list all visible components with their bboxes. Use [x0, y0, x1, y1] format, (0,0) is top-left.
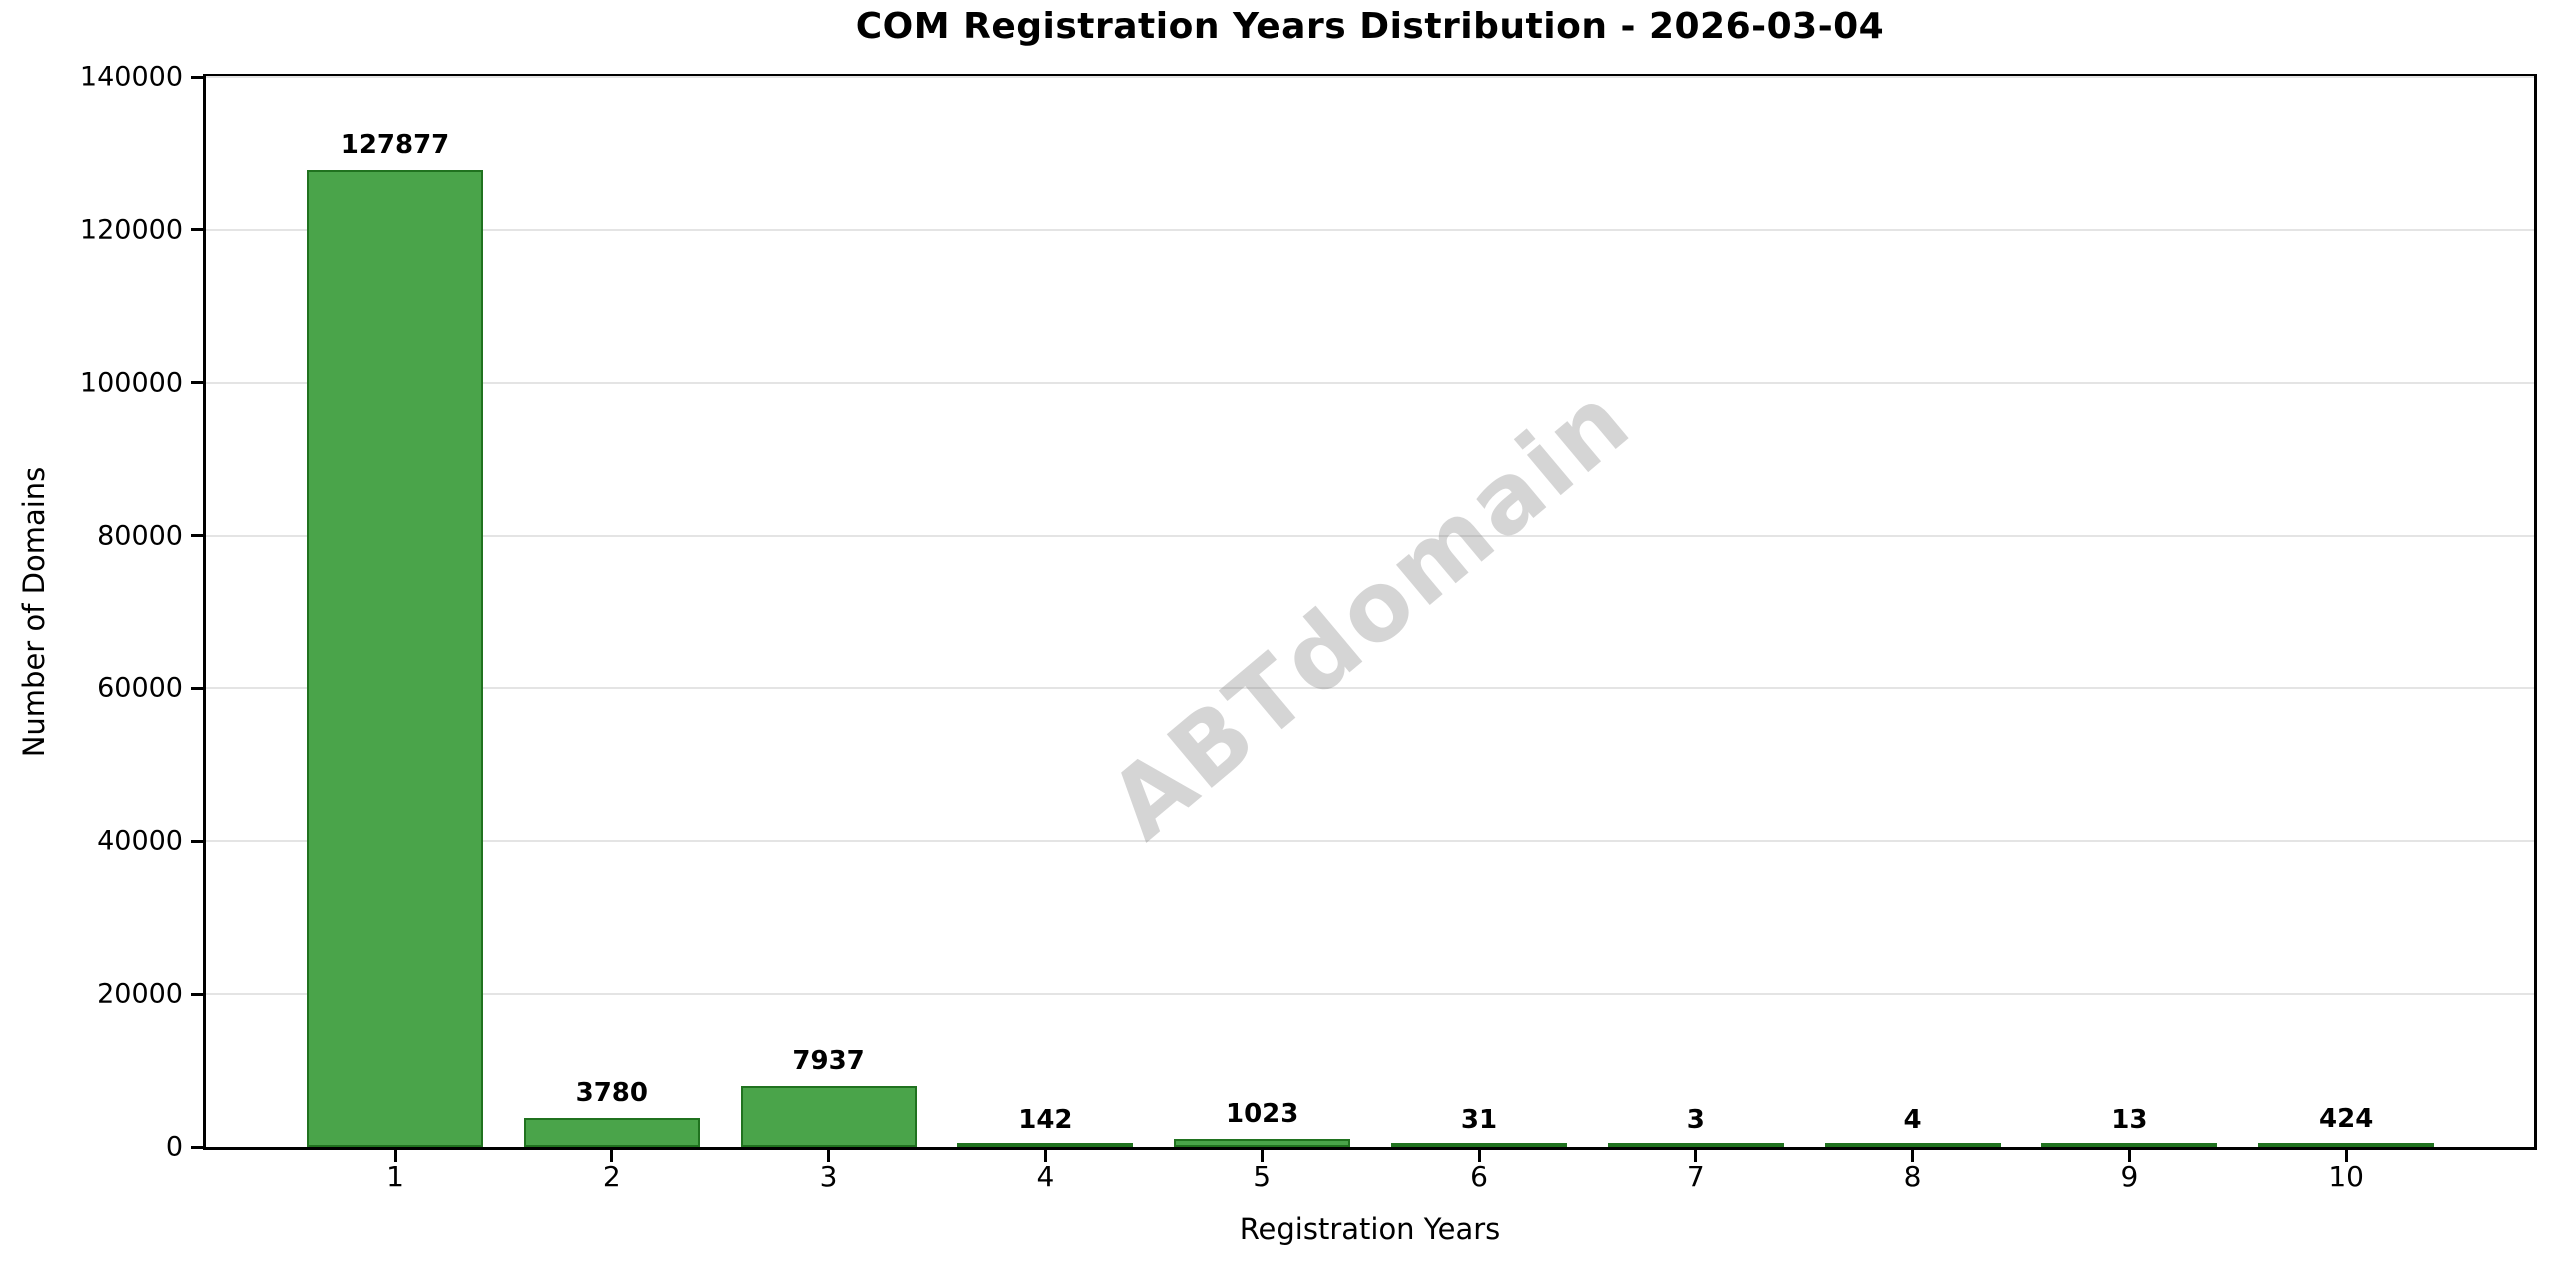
bar-value-label-year-8: 4 [1903, 1105, 1922, 1135]
bar-value-label-year-2: 3780 [575, 1078, 648, 1108]
y-tick-mark-140000 [191, 75, 203, 79]
gridline-60000 [206, 687, 2534, 690]
bar-value-label-year-10: 424 [2319, 1104, 2374, 1134]
x-tick-mark-10 [2344, 1150, 2348, 1162]
bar-value-label-year-5: 1023 [1226, 1099, 1299, 1129]
y-tick-mark-0 [191, 1145, 203, 1149]
y-tick-label-80000: 80000 [97, 520, 183, 552]
x-tick-label-1: 1 [386, 1160, 404, 1193]
x-tick-label-3: 3 [819, 1160, 838, 1193]
watermark-text: ABTdomain [1088, 363, 1652, 861]
x-tick-label-4: 4 [1036, 1160, 1055, 1193]
x-tick-mark-1 [393, 1150, 397, 1162]
bar-year-9 [2041, 1143, 2217, 1147]
bar-value-label-year-1: 127877 [340, 130, 450, 160]
x-tick-mark-9 [2127, 1150, 2131, 1162]
x-tick-label-6: 6 [1470, 1160, 1488, 1193]
gridline-80000 [206, 534, 2534, 537]
gridline-140000 [206, 76, 2534, 78]
x-tick-label-8: 8 [1903, 1160, 1922, 1193]
x-tick-mark-8 [1911, 1150, 1915, 1162]
y-tick-label-100000: 100000 [79, 367, 183, 399]
x-tick-mark-7 [1694, 1150, 1698, 1162]
bar-value-label-year-9: 13 [2111, 1105, 2148, 1135]
bar-year-8 [1825, 1143, 2001, 1147]
x-tick-mark-3 [827, 1150, 831, 1162]
bar-year-10 [2258, 1143, 2434, 1147]
x-tick-mark-5 [1260, 1150, 1264, 1162]
x-tick-mark-6 [1477, 1150, 1481, 1162]
chart-title: COM Registration Years Distribution - 20… [855, 6, 1885, 47]
x-tick-label-10: 10 [2328, 1160, 2365, 1193]
y-axis-label: Number of Domains [17, 466, 51, 758]
bar-value-label-year-6: 31 [1460, 1105, 1498, 1135]
y-tick-mark-80000 [191, 534, 203, 538]
y-tick-mark-40000 [191, 839, 203, 843]
y-tick-mark-100000 [191, 381, 203, 385]
y-tick-label-60000: 60000 [97, 672, 183, 704]
x-tick-label-2: 2 [602, 1160, 621, 1193]
bar-year-5 [1174, 1139, 1350, 1147]
bar-year-2 [524, 1118, 700, 1147]
y-tick-mark-60000 [191, 686, 203, 690]
plot-area: ABTdomain 127877 3780 7937 142 1023 31 3 4 13 424 [203, 74, 2537, 1150]
bar-value-label-year-4: 142 [1018, 1105, 1073, 1135]
y-tick-mark-120000 [191, 228, 203, 232]
x-axis-label: Registration Years [1239, 1212, 1501, 1246]
y-tick-label-20000: 20000 [97, 978, 183, 1010]
bar-year-4 [957, 1143, 1133, 1147]
x-tick-label-9: 9 [2120, 1160, 2139, 1193]
y-tick-mark-20000 [191, 992, 203, 996]
x-tick-label-7: 7 [1686, 1160, 1705, 1193]
y-tick-label-40000: 40000 [97, 825, 183, 857]
gridline-40000 [206, 840, 2534, 843]
bar-year-1 [307, 170, 483, 1147]
bar-value-label-year-7: 3 [1686, 1105, 1705, 1135]
bar-value-label-year-3: 7937 [792, 1046, 865, 1076]
y-tick-label-120000: 120000 [79, 214, 183, 246]
bar-year-3 [741, 1086, 917, 1147]
gridline-100000 [206, 381, 2534, 384]
x-tick-mark-4 [1043, 1150, 1047, 1162]
gridline-120000 [206, 228, 2534, 231]
y-tick-label-0: 0 [165, 1131, 183, 1163]
x-tick-label-5: 5 [1253, 1160, 1272, 1193]
x-tick-mark-2 [610, 1150, 614, 1162]
bar-year-6 [1391, 1143, 1567, 1147]
gridline-20000 [206, 993, 2534, 996]
y-tick-label-140000: 140000 [79, 61, 183, 93]
bar-year-7 [1608, 1143, 1784, 1147]
